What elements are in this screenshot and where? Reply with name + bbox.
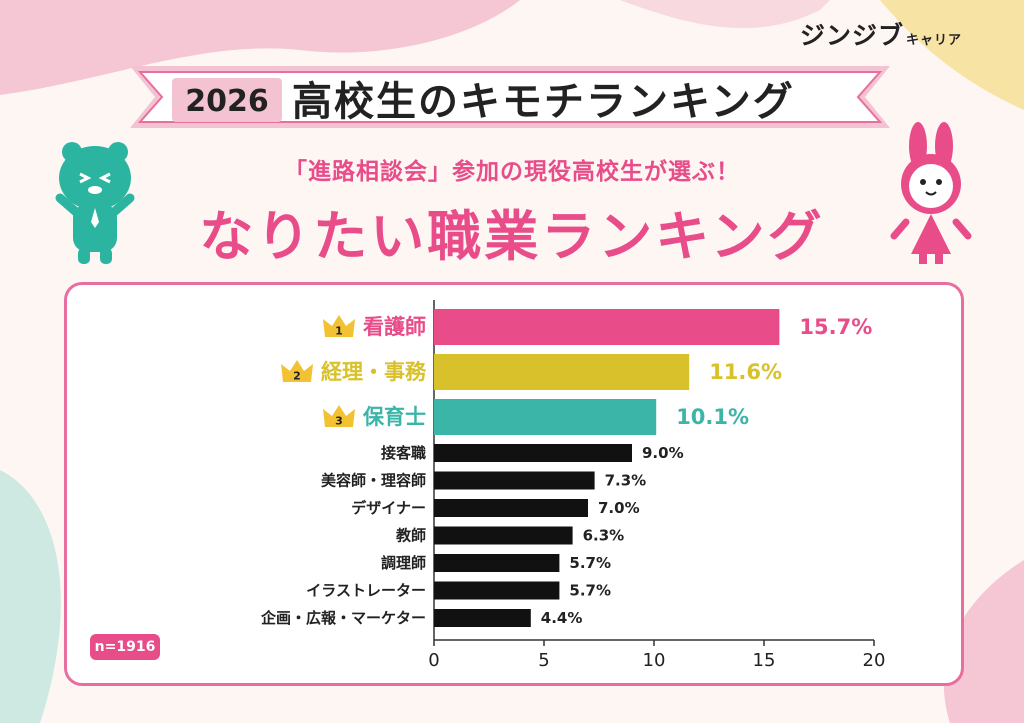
value-label: 5.7% xyxy=(569,554,611,572)
crown-icon xyxy=(323,315,355,337)
category-label: イラストレーター xyxy=(306,582,426,600)
category-label: デザイナー xyxy=(351,499,426,517)
category-label: 保育士 xyxy=(362,405,426,429)
crown-icon xyxy=(323,405,355,427)
brand-name: ジンジブ xyxy=(800,21,905,50)
bar-9 xyxy=(434,581,560,600)
rank-number: 1 xyxy=(335,325,343,338)
category-label: 企画・広報・マーケター xyxy=(260,609,426,627)
value-label: 7.3% xyxy=(605,472,647,490)
bar-7 xyxy=(434,526,573,545)
bar-chart: 0 5 10 15 20 看護師 1 15.7% 経理・事務 2 11.6% 保育士 3 10.1% 接客職… xyxy=(260,300,886,671)
bar-4 xyxy=(434,444,632,462)
sample-size-badge: n=1916 xyxy=(90,634,160,660)
value-label: 10.1% xyxy=(676,405,749,429)
x-tick-label: 5 xyxy=(538,650,549,671)
subtitle: 「進路相談会」参加の現役高校生が選ぶ！ xyxy=(284,159,740,185)
banner-year: 2026 xyxy=(185,84,269,119)
x-tick-label: 20 xyxy=(863,650,886,671)
x-tick-label: 0 xyxy=(428,650,439,671)
value-label: 6.3% xyxy=(583,527,625,545)
title-banner xyxy=(130,66,890,128)
bar-2 xyxy=(434,354,690,390)
category-label: 美容師・理容師 xyxy=(321,472,426,490)
rank-number: 2 xyxy=(293,370,301,383)
bar-5 xyxy=(434,471,595,490)
bar-8 xyxy=(434,554,560,572)
value-label: 7.0% xyxy=(598,499,640,517)
bar-6 xyxy=(434,499,588,517)
category-label: 調理師 xyxy=(381,554,426,572)
bar-1 xyxy=(434,309,780,345)
category-label: 経理・事務 xyxy=(321,360,427,384)
category-label: 看護師 xyxy=(363,315,426,339)
bar-3 xyxy=(434,399,657,435)
bar-10 xyxy=(434,609,531,627)
value-label: 4.4% xyxy=(541,609,583,627)
category-label: 接客職 xyxy=(381,444,426,462)
value-label: 11.6% xyxy=(709,360,782,384)
value-label: 15.7% xyxy=(799,315,872,339)
banner-title: 高校生のキモチランキング xyxy=(292,79,795,125)
rabbit-mascot-icon xyxy=(890,122,972,264)
bear-mascot-icon xyxy=(55,142,135,264)
value-label: 5.7% xyxy=(569,582,611,600)
main-title: なりたい職業ランキング xyxy=(199,205,825,268)
x-tick-label: 10 xyxy=(643,650,666,671)
brand-sub: キャリア xyxy=(906,33,963,48)
rank-number: 3 xyxy=(335,415,343,428)
category-label: 教師 xyxy=(395,527,426,545)
x-tick-label: 15 xyxy=(753,650,776,671)
value-label: 9.0% xyxy=(642,444,684,462)
brand-logo: ジンジブ キャリア xyxy=(800,16,962,52)
crown-icon xyxy=(281,360,313,382)
